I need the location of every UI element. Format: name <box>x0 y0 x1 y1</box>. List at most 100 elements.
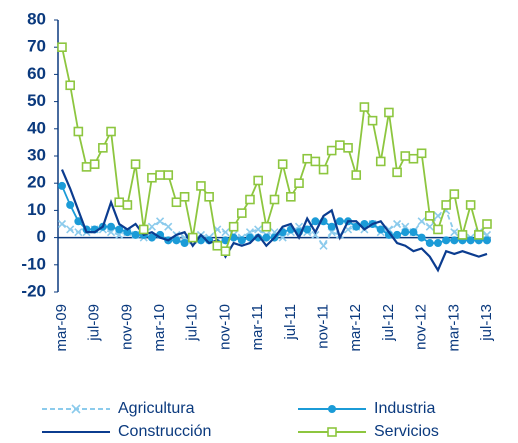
point <box>57 42 67 53</box>
point <box>375 156 386 167</box>
point <box>303 225 312 234</box>
y-tick-label: 40 <box>27 118 46 137</box>
legend-symbol <box>328 405 336 413</box>
legend-marker <box>328 405 336 413</box>
x-tick-label: nov-10 <box>216 304 233 350</box>
y-tick-label: -10 <box>21 254 46 273</box>
point <box>393 219 402 229</box>
y-tick-label: 20 <box>27 173 46 192</box>
point <box>311 217 320 226</box>
point <box>66 225 75 234</box>
x-tick-label: nov-11 <box>315 304 332 349</box>
y-tick-label: 80 <box>27 9 46 28</box>
x-tick-label: mar-10 <box>151 304 168 352</box>
x-tick-label: jul-09 <box>86 304 103 342</box>
point <box>269 194 280 205</box>
legend-label: Industria <box>374 400 435 417</box>
point <box>294 178 304 188</box>
point <box>465 200 476 210</box>
point <box>424 211 435 221</box>
point <box>433 224 443 235</box>
point <box>310 156 321 167</box>
y-tick-label: 50 <box>27 91 46 110</box>
x-tick-label: nov-12 <box>413 304 430 350</box>
x-tick-label: nov-09 <box>118 304 135 350</box>
point <box>115 225 124 234</box>
point <box>335 217 344 226</box>
point <box>466 236 475 245</box>
point <box>106 126 116 137</box>
point <box>123 228 132 237</box>
point <box>450 228 459 237</box>
point <box>212 240 223 251</box>
point <box>164 222 173 231</box>
point <box>65 80 75 91</box>
point <box>155 170 165 180</box>
point <box>196 181 206 191</box>
point <box>81 162 92 172</box>
legend-label: Construcción <box>118 423 211 440</box>
point <box>147 172 157 183</box>
point <box>74 217 83 226</box>
x-tick-label: mar-12 <box>347 304 364 352</box>
point <box>376 225 385 234</box>
point <box>482 219 492 229</box>
point <box>131 230 140 239</box>
point <box>171 197 182 208</box>
point <box>442 236 451 245</box>
y-tick-label: 60 <box>27 64 46 83</box>
point <box>450 236 459 245</box>
point <box>400 151 411 161</box>
point <box>187 232 198 243</box>
point <box>254 225 263 234</box>
point <box>66 200 75 209</box>
point <box>253 175 263 186</box>
point <box>449 189 460 199</box>
point <box>147 222 156 231</box>
legend-symbol <box>71 404 81 414</box>
point <box>147 233 156 242</box>
series <box>60 169 488 273</box>
y-tick-label: 30 <box>27 145 46 164</box>
y-tick-label: 10 <box>27 200 46 219</box>
point <box>220 246 231 256</box>
legend-label: Servicios <box>374 423 439 440</box>
point <box>441 200 451 210</box>
point <box>122 200 133 210</box>
point <box>179 192 190 202</box>
x-tick-label: jul-11 <box>282 304 299 341</box>
point <box>245 194 255 205</box>
point <box>229 233 238 242</box>
x-tick-label: jul-13 <box>478 304 495 342</box>
point <box>221 236 230 245</box>
point <box>138 224 149 235</box>
point <box>326 145 337 156</box>
point <box>416 148 427 159</box>
point <box>58 181 66 190</box>
point <box>409 228 418 237</box>
point <box>163 170 174 180</box>
point <box>408 153 419 164</box>
point <box>89 159 100 169</box>
y-tick-label: 70 <box>27 37 46 56</box>
point <box>319 241 328 250</box>
point <box>474 230 484 240</box>
x-tick-label: jul-12 <box>380 304 397 342</box>
x-tick-label: mar-09 <box>53 304 70 352</box>
point <box>433 211 443 220</box>
y-tick-label: -20 <box>21 281 46 300</box>
point <box>172 236 181 245</box>
series-line <box>60 169 488 273</box>
point <box>401 228 410 237</box>
series <box>57 42 492 256</box>
point <box>351 170 362 180</box>
point <box>74 228 83 237</box>
point <box>367 115 378 126</box>
point <box>204 192 214 202</box>
point <box>392 167 402 178</box>
point <box>384 230 393 239</box>
point <box>114 197 125 208</box>
point <box>228 221 239 232</box>
point <box>417 217 426 226</box>
